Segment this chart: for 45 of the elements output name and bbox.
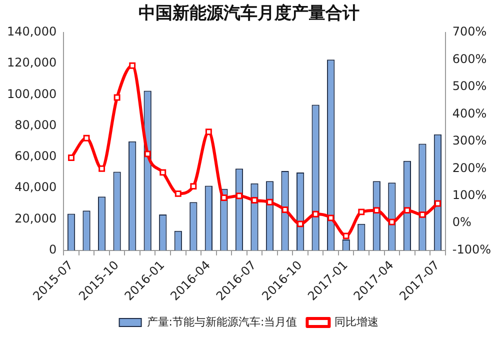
y-tick-label: 40,000	[14, 180, 57, 194]
point	[129, 62, 136, 69]
y-tick-label: 60,000	[14, 149, 57, 164]
chart-title: 中国新能源汽车月度产量合计	[138, 4, 360, 24]
point	[419, 211, 426, 218]
point	[358, 208, 365, 216]
point	[251, 197, 258, 204]
point	[312, 210, 319, 218]
point	[174, 190, 182, 197]
point	[434, 200, 441, 207]
point	[220, 194, 228, 202]
y-tick-label: 140,000	[7, 24, 57, 39]
y2-tick-label: 300%	[452, 134, 487, 148]
y2-tick-label: 100%	[452, 188, 487, 202]
y-tick-label: 0	[48, 242, 57, 256]
legend-label: 同比增速	[334, 315, 379, 328]
y-tick-label: 80,000	[14, 118, 57, 132]
point	[342, 232, 350, 240]
point	[328, 214, 334, 222]
y2-tick-label: 0%	[452, 215, 472, 230]
point	[114, 94, 120, 101]
point	[404, 207, 410, 214]
y2-tick-label: 700%	[452, 24, 487, 39]
point	[388, 218, 396, 226]
point	[205, 128, 212, 136]
point	[98, 165, 106, 172]
point	[68, 154, 74, 161]
point	[297, 220, 304, 228]
y-tick-label: 120,000	[7, 56, 57, 70]
point	[266, 198, 273, 206]
point	[373, 207, 380, 214]
y2-tick-label: 200%	[452, 160, 487, 175]
point	[236, 192, 242, 200]
y2-tick-label: 400%	[452, 106, 487, 120]
point	[282, 206, 288, 213]
y2-tick-label: 600%	[452, 52, 487, 66]
point	[83, 134, 90, 142]
point	[144, 150, 151, 158]
y2-tick-label: 500%	[452, 79, 487, 94]
y-tick-label: 20,000	[14, 211, 57, 226]
legend-label: 产量:节能与新能源汽车:当月值	[146, 315, 298, 328]
point	[190, 183, 197, 190]
point	[160, 169, 166, 176]
y-tick-label: 100,000	[7, 86, 57, 101]
y2-tick-label: -100%	[452, 242, 492, 256]
